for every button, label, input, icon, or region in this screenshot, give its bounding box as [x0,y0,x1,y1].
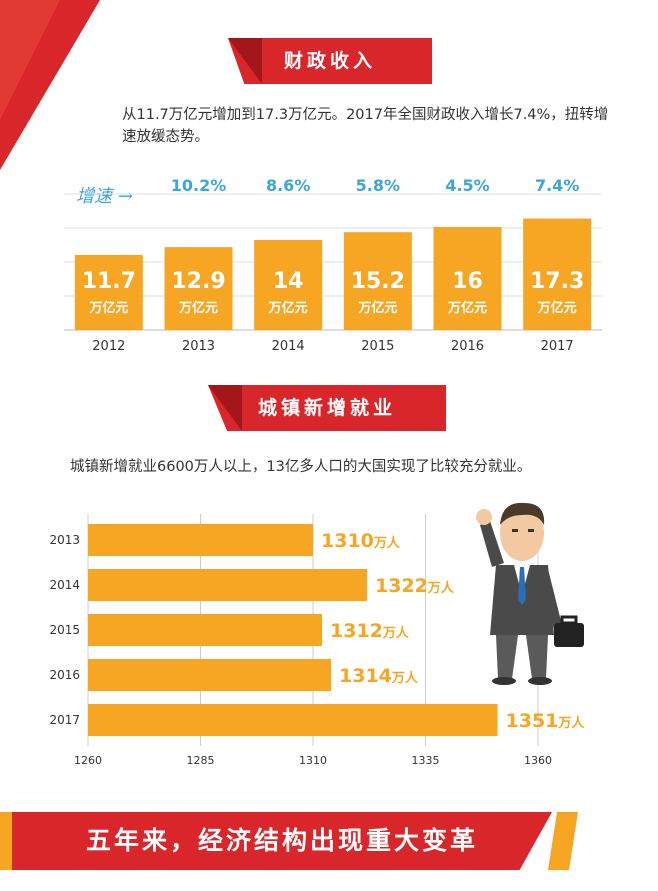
bar-value-label: 16 [452,269,483,294]
bar-value-label: 1351万人 [506,710,586,732]
bar-value-label: 17.3 [530,269,584,294]
tag-shade [228,38,262,84]
growth-rate-label: 5.8% [356,176,400,195]
section-title-fiscal-revenue: 财政收入 [228,38,432,84]
bar [88,569,367,601]
bar-value-label: 1322万人 [375,575,455,597]
bar [254,240,323,330]
bar [433,227,502,330]
x-tick-label: 1335 [412,754,440,767]
bar [88,704,498,736]
footer-accent-right [548,812,578,870]
bar-unit-label: 万亿元 [268,300,308,316]
x-tick-label: 2017 [541,339,574,354]
growth-rate-label: 8.6% [266,176,310,195]
growth-rate-label: 7.4% [535,176,579,195]
x-tick-label: 1260 [74,754,102,767]
x-tick-label: 1360 [524,754,552,767]
bar-value-label: 1314万人 [339,665,419,687]
bar [88,614,322,646]
growth-rate-label: 4.5% [445,176,489,195]
bar [523,218,592,330]
bar [164,247,233,330]
fiscal-revenue-description: 从11.7万亿元增加到17.3万亿元。2017年全国财政收入增长7.4%，扭转增… [122,107,609,145]
footer-banner: 五年来，经济结构出现重大变革 [12,812,552,870]
growth-rate-label: 10.2% [171,176,227,195]
bar-value-label: 12.9 [171,269,225,294]
bar [88,524,313,556]
section-title-text: 财政收入 [283,50,376,72]
bar-value-label: 11.7 [82,269,136,294]
fiscal-revenue-chart: 11.7 万亿元 2012 12.9 万亿元 2013 10.2% 14 万亿元 2014 8.6%… [64,176,602,354]
y-tick-label: 2013 [49,533,80,547]
bar-value-label: 1310万人 [321,530,401,552]
bar-unit-label: 万亿元 [537,300,577,316]
bar-unit-label: 万亿元 [178,300,218,316]
y-tick-label: 2017 [49,713,80,727]
growth-rate-label: 增速 → [76,186,133,207]
businessman-illustration [476,502,584,685]
x-tick-label: 1310 [299,754,327,767]
section-title-text: 城镇新增就业 [257,397,396,419]
y-tick-label: 2015 [49,623,80,637]
y-tick-label: 2014 [49,578,80,592]
bar-unit-label: 万亿元 [447,300,487,316]
x-tick-label: 2014 [272,339,305,354]
bar-unit-label: 万亿元 [88,300,128,316]
x-tick-label: 2013 [182,339,215,354]
bar-value-label: 14 [273,269,304,294]
footer-accent-left [0,812,12,870]
x-tick-label: 2012 [92,339,125,354]
bar [74,254,143,330]
bar [88,659,331,691]
x-tick-label: 1285 [187,754,215,767]
y-tick-label: 2016 [49,668,80,682]
x-tick-label: 2015 [361,339,394,354]
section-title-urban-employment: 城镇新增就业 [208,385,446,431]
corner-decoration-shade [0,0,60,120]
bar [343,232,412,330]
bar-value-label: 15.2 [351,269,405,294]
urban-employment-description: 城镇新增就业6600万人以上，13亿多人口的大国实现了比较充分就业。 [70,459,532,475]
bar-value-label: 1312万人 [330,620,410,642]
tag-shade [208,385,242,431]
bar-unit-label: 万亿元 [357,300,397,316]
x-tick-label: 2016 [451,339,484,354]
